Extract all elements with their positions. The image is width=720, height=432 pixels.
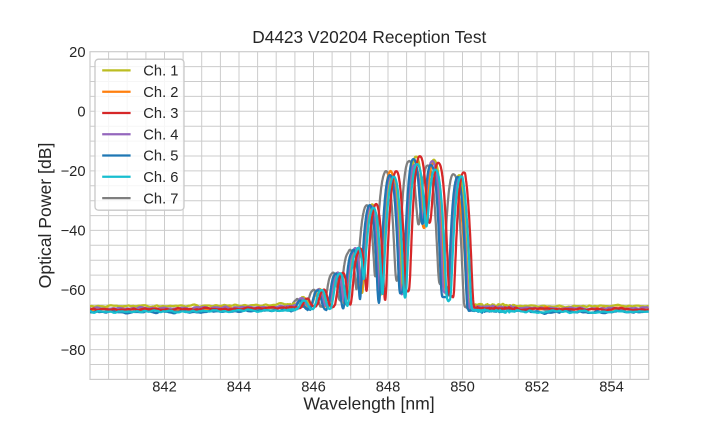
svg-text:Ch. 4: Ch. 4 [143,127,178,143]
svg-text:Ch. 3: Ch. 3 [143,106,178,122]
svg-text:Ch. 6: Ch. 6 [143,170,178,186]
svg-text:852: 852 [525,380,550,396]
svg-text:844: 844 [227,380,252,396]
svg-text:−40: −40 [61,224,86,240]
svg-text:−20: −20 [61,164,86,180]
svg-text:854: 854 [599,380,624,396]
svg-text:Ch. 2: Ch. 2 [143,85,178,101]
svg-text:−60: −60 [61,283,86,299]
svg-text:848: 848 [376,380,401,396]
svg-text:846: 846 [301,380,326,396]
svg-text:0: 0 [77,105,85,121]
svg-text:D4423 V20204 Reception Test: D4423 V20204 Reception Test [252,27,486,47]
svg-text:Optical Power [dB]: Optical Power [dB] [35,143,55,289]
svg-text:Ch. 7: Ch. 7 [143,191,178,207]
svg-text:842: 842 [152,380,177,396]
svg-text:Ch. 5: Ch. 5 [143,149,178,165]
svg-text:Ch. 1: Ch. 1 [143,64,178,80]
svg-text:Wavelength [nm]: Wavelength [nm] [303,394,434,414]
svg-text:850: 850 [450,380,475,396]
svg-text:20: 20 [69,45,85,61]
svg-text:−80: −80 [61,343,86,359]
